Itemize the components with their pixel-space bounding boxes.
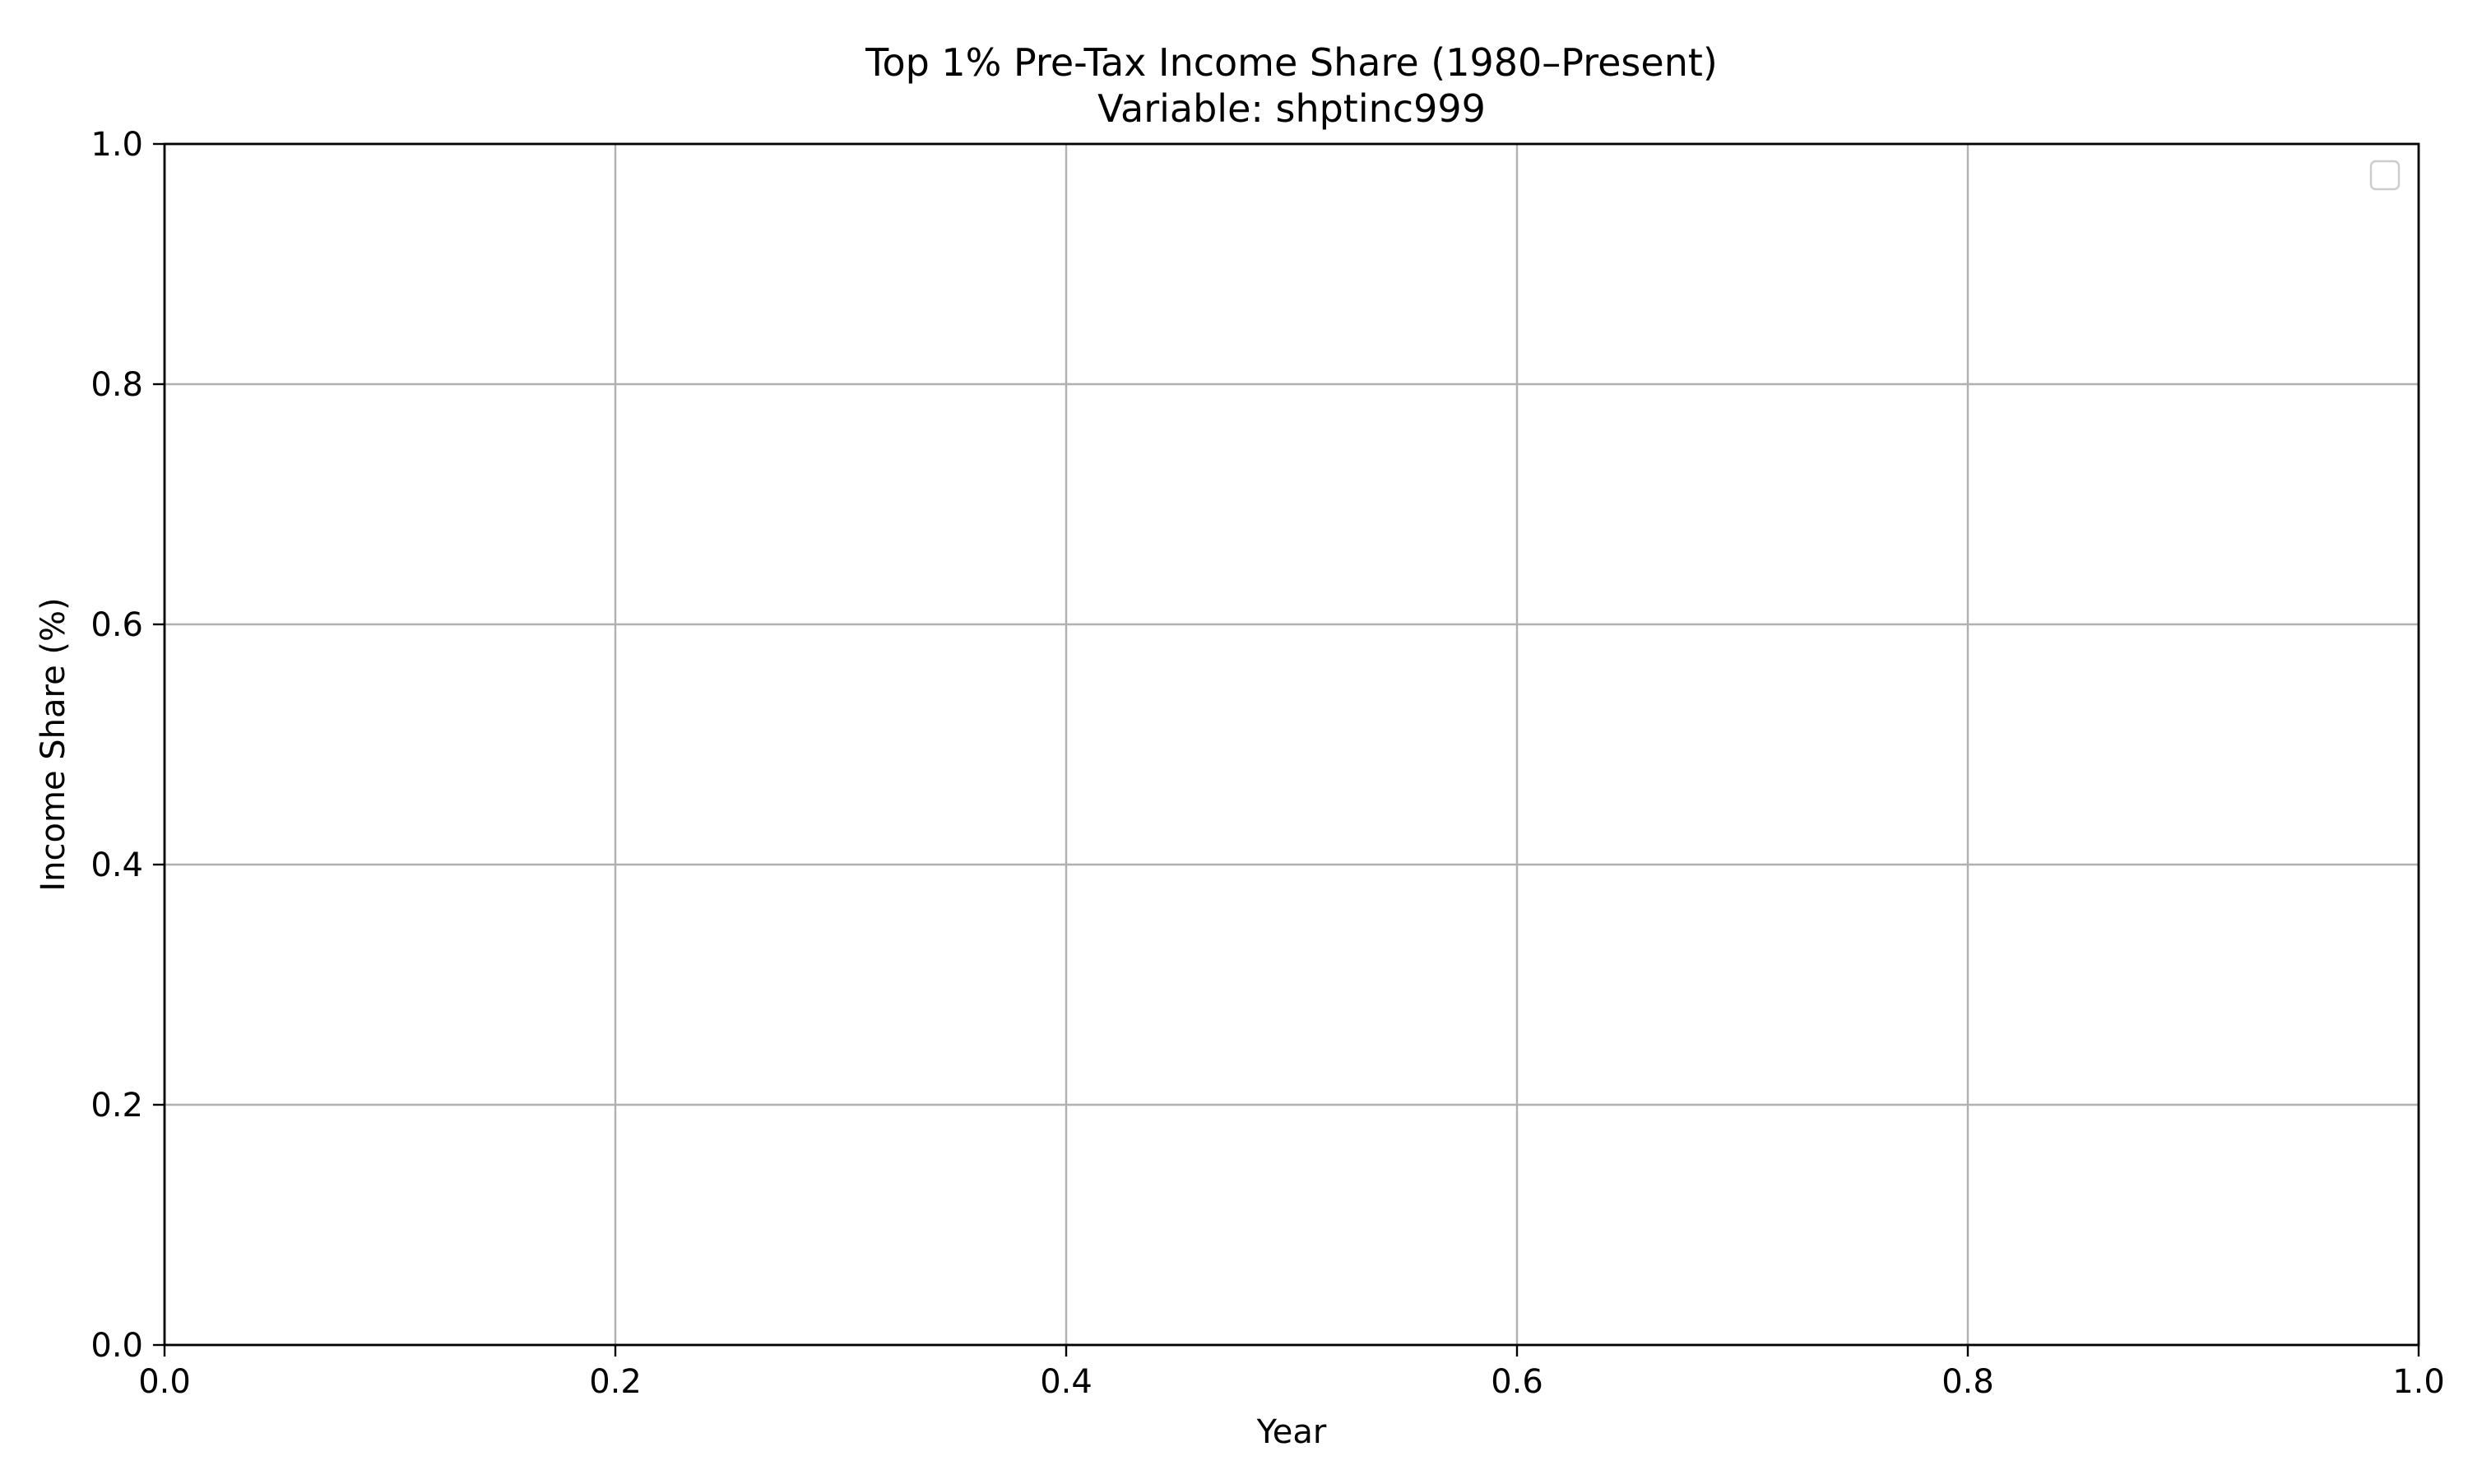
plot-frame	[163, 142, 2420, 1347]
y-axis-label: Income Share (%)	[35, 597, 72, 891]
grid-layer	[163, 142, 2420, 1347]
x-tick-label: 0.0	[138, 1363, 191, 1401]
x-tick-label: 0.8	[1941, 1363, 1994, 1401]
y-tick-label: 0.2	[90, 1087, 143, 1125]
y-tick-label: 0.8	[90, 366, 143, 404]
chart-title: Top 1% Pre-Tax Income Share (1980–Presen…	[865, 40, 1718, 85]
x-tick-label: 0.4	[1040, 1363, 1093, 1401]
y-tick-label: 0.4	[90, 846, 143, 884]
tick-layer: 0.0 0.2 0.4 0.6 0.8 1.0 0.0 0.2 0.4 0.6 0.8 1.0	[90, 126, 2444, 1401]
y-tick-label: 0.0	[90, 1327, 143, 1365]
chart-subtitle: Variable: shptinc999	[1097, 86, 1486, 131]
x-tick-label: 0.2	[589, 1363, 642, 1401]
x-axis-label: Year	[1256, 1413, 1327, 1451]
x-tick-label: 1.0	[2392, 1363, 2445, 1401]
legend-box	[2369, 160, 2401, 191]
y-tick-label: 0.6	[90, 606, 143, 644]
y-tick-label: 1.0	[90, 126, 143, 164]
x-tick-label: 0.6	[1491, 1363, 1543, 1401]
